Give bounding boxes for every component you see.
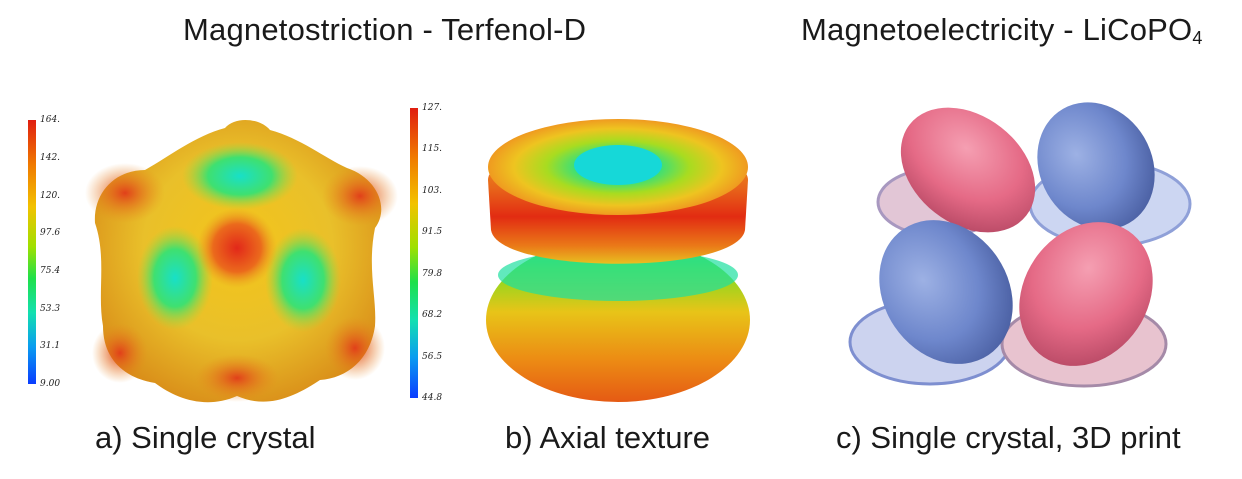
caption-c: c) Single crystal, 3D print: [836, 420, 1181, 455]
caption-a: a) Single crystal: [95, 420, 316, 455]
colorbar-b: [410, 108, 418, 398]
title-magnetostriction: Magnetostriction - Terfenol-D: [183, 12, 587, 47]
colorbar-b-tick: 56.5: [422, 352, 443, 362]
colorbar-a-tick: 142.: [40, 153, 61, 163]
surface-axial-texture: [486, 119, 750, 402]
colorbar-b-tick: 91.5: [422, 227, 443, 237]
colorbar-a-tick: 9.00: [40, 379, 61, 389]
title-magnetoelectricity: Magnetoelectricity - LiCoPO4: [801, 12, 1203, 49]
colorbar-b-tick: 103.: [422, 186, 443, 196]
colorbar-b-tick: 68.2: [422, 310, 443, 320]
colorbar-b-tick: 44.8: [422, 393, 443, 403]
colorbar-a-tick: 97.6: [40, 228, 61, 238]
colorbar-b-tick: 127.: [422, 103, 443, 113]
colorbar-b-tick: 115.: [422, 144, 443, 154]
colorbar-b-tick: 79.8: [422, 269, 443, 279]
colorbar-a-tick: 164.: [40, 115, 61, 125]
colorbar-a-tick: 75.4: [40, 266, 61, 276]
print-single-crystal: [848, 102, 1192, 388]
colorbar-a-tick: 53.3: [40, 304, 61, 314]
colorbar-a-tick: 120.: [40, 191, 61, 201]
title-subscript: 4: [1192, 28, 1203, 48]
surface-single-crystal: [85, 119, 398, 403]
colorbar-a-tick: 31.1: [40, 341, 61, 351]
caption-b: b) Axial texture: [505, 420, 711, 455]
colorbar-a: [28, 120, 36, 384]
title-magnetoelectricity-main: Magnetoelectricity - LiCoPO: [801, 12, 1193, 47]
